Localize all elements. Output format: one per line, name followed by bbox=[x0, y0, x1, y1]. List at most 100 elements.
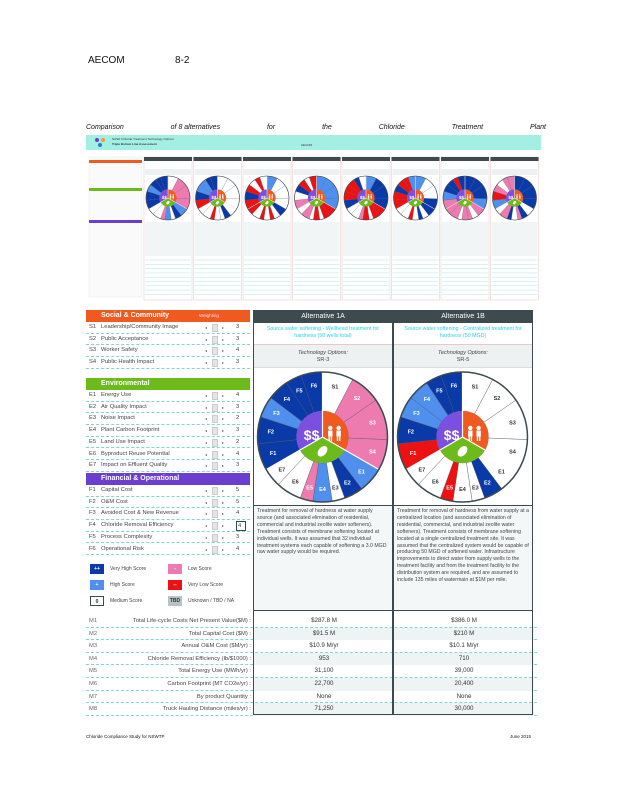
weight-value[interactable]: 2 bbox=[236, 438, 240, 445]
decrease-arrow-icon[interactable]: ◂ bbox=[205, 439, 208, 445]
slider-thumb[interactable] bbox=[212, 533, 218, 542]
weight-slider[interactable]: ◂ ▸ bbox=[205, 392, 229, 400]
legend-label: High Score bbox=[110, 582, 135, 588]
decrease-arrow-icon[interactable]: ◂ bbox=[205, 451, 208, 457]
weight-slider[interactable]: ◂ ▸ bbox=[205, 403, 229, 412]
slider-thumb[interactable] bbox=[212, 438, 218, 447]
slider-thumb[interactable] bbox=[212, 510, 218, 519]
slider-thumb[interactable] bbox=[212, 335, 218, 344]
decrease-arrow-icon[interactable]: ◂ bbox=[205, 499, 208, 505]
decrease-arrow-icon[interactable]: ◂ bbox=[205, 534, 208, 540]
weight-value[interactable]: 3 bbox=[236, 533, 240, 540]
increase-arrow-icon[interactable]: ▸ bbox=[222, 428, 225, 434]
weight-slider[interactable]: ◂ ▸ bbox=[205, 324, 229, 332]
slider-thumb[interactable] bbox=[212, 545, 218, 554]
slider-thumb[interactable] bbox=[212, 359, 218, 368]
increase-arrow-icon[interactable]: ▸ bbox=[222, 534, 225, 540]
weight-slider[interactable]: ◂ ▸ bbox=[205, 335, 229, 344]
slider-thumb[interactable] bbox=[212, 415, 218, 424]
caption-word: Plant bbox=[529, 124, 546, 131]
slider-thumb[interactable] bbox=[212, 462, 218, 471]
weight-value[interactable]: 5 bbox=[236, 498, 240, 505]
weight-slider[interactable]: ◂ ▸ bbox=[205, 545, 229, 554]
people-icon bbox=[268, 194, 273, 200]
weight-value[interactable]: 3 bbox=[236, 427, 240, 434]
slider-thumb[interactable] bbox=[212, 522, 218, 531]
weight-value[interactable]: 3 bbox=[236, 335, 240, 342]
decrease-arrow-icon[interactable]: ◂ bbox=[205, 393, 208, 398]
increase-arrow-icon[interactable]: ▸ bbox=[222, 416, 225, 422]
decrease-arrow-icon[interactable]: ◂ bbox=[205, 348, 208, 354]
decrease-arrow-icon[interactable]: ◂ bbox=[205, 360, 208, 366]
weight-slider[interactable]: ◂ ▸ bbox=[205, 438, 229, 447]
weight-slider[interactable]: ◂ ▸ bbox=[205, 498, 229, 507]
slider-thumb[interactable] bbox=[212, 450, 218, 459]
slider-thumb[interactable] bbox=[212, 392, 218, 400]
weight-value[interactable]: 4 bbox=[236, 510, 240, 517]
decrease-arrow-icon[interactable]: ◂ bbox=[205, 404, 208, 410]
slider-thumb[interactable] bbox=[212, 427, 218, 436]
increase-arrow-icon[interactable]: ▸ bbox=[222, 404, 225, 410]
slider-thumb[interactable] bbox=[212, 403, 218, 412]
decrease-arrow-icon[interactable]: ◂ bbox=[205, 416, 208, 422]
weight-slider[interactable]: ◂ ▸ bbox=[205, 359, 229, 368]
weight-value[interactable]: 4 bbox=[236, 521, 246, 532]
weight-slider[interactable]: ◂ ▸ bbox=[205, 427, 229, 436]
weight-value[interactable]: 3 bbox=[236, 462, 240, 469]
increase-arrow-icon[interactable]: ▸ bbox=[222, 325, 225, 330]
legend-swatch: - bbox=[168, 564, 182, 574]
increase-arrow-icon[interactable]: ▸ bbox=[222, 451, 225, 457]
decrease-arrow-icon[interactable]: ◂ bbox=[205, 325, 208, 330]
weight-slider[interactable]: ◂ ▸ bbox=[205, 533, 229, 542]
slider-thumb[interactable] bbox=[212, 498, 218, 507]
decrease-arrow-icon[interactable]: ◂ bbox=[205, 336, 208, 342]
criterion-label: Operational Risk bbox=[101, 545, 144, 552]
increase-arrow-icon[interactable]: ▸ bbox=[222, 463, 225, 469]
decrease-arrow-icon[interactable]: ◂ bbox=[205, 511, 208, 517]
decrease-arrow-icon[interactable]: ◂ bbox=[205, 428, 208, 434]
weight-slider[interactable]: ◂ ▸ bbox=[205, 415, 229, 424]
criterion-label: O&M Cost bbox=[101, 498, 128, 505]
increase-arrow-icon[interactable]: ▸ bbox=[222, 511, 225, 517]
weight-value[interactable]: 2 bbox=[236, 415, 240, 422]
weight-value[interactable]: 3 bbox=[236, 403, 240, 410]
metric-value: 71,250 bbox=[254, 703, 394, 716]
thumb-tech-options bbox=[194, 169, 241, 175]
slider-thumb[interactable] bbox=[212, 324, 218, 332]
increase-arrow-icon[interactable]: ▸ bbox=[222, 393, 225, 398]
increase-arrow-icon[interactable]: ▸ bbox=[222, 348, 225, 354]
weight-slider[interactable]: ◂ ▸ bbox=[205, 450, 229, 459]
thumb-tech-options bbox=[244, 169, 290, 175]
slider-thumb[interactable] bbox=[212, 347, 218, 356]
increase-arrow-icon[interactable]: ▸ bbox=[222, 523, 225, 529]
weight-value[interactable]: 4 bbox=[236, 392, 240, 398]
weight-value[interactable]: 5 bbox=[236, 487, 240, 493]
decrease-arrow-icon[interactable]: ◂ bbox=[205, 523, 208, 529]
decrease-arrow-icon[interactable]: ◂ bbox=[205, 463, 208, 469]
weight-value[interactable]: 4 bbox=[236, 545, 240, 552]
weight-slider[interactable]: ◂ ▸ bbox=[205, 347, 229, 356]
decrease-arrow-icon[interactable]: ◂ bbox=[205, 546, 208, 552]
thumb-section-header bbox=[89, 188, 142, 191]
increase-arrow-icon[interactable]: ▸ bbox=[222, 488, 225, 493]
increase-arrow-icon[interactable]: ▸ bbox=[222, 439, 225, 445]
weight-value[interactable]: 4 bbox=[236, 450, 240, 457]
increase-arrow-icon[interactable]: ▸ bbox=[222, 336, 225, 342]
criterion-label: Worker Safety bbox=[101, 347, 138, 354]
weight-value[interactable]: 4 bbox=[236, 347, 240, 354]
leaf-icon bbox=[265, 200, 269, 205]
weight-slider[interactable]: ◂ ▸ bbox=[205, 462, 229, 471]
weight-slider[interactable]: ◂ ▸ bbox=[205, 487, 229, 495]
slider-thumb[interactable] bbox=[212, 487, 218, 495]
increase-arrow-icon[interactable]: ▸ bbox=[222, 546, 225, 552]
metric-row-m6: M6 Carbon Footprint (MT CO2e/yr) :22,700 2… bbox=[86, 678, 537, 691]
weight-slider[interactable]: ◂ ▸ bbox=[205, 510, 229, 519]
weight-value[interactable]: 3 bbox=[236, 359, 240, 366]
metric-value: $386.0 M bbox=[451, 617, 477, 624]
weight-slider[interactable]: ◂ ▸ bbox=[205, 522, 229, 531]
people-icon bbox=[328, 425, 341, 441]
decrease-arrow-icon[interactable]: ◂ bbox=[205, 488, 208, 493]
increase-arrow-icon[interactable]: ▸ bbox=[222, 360, 225, 366]
weight-value[interactable]: 3 bbox=[236, 324, 240, 330]
increase-arrow-icon[interactable]: ▸ bbox=[222, 499, 225, 505]
